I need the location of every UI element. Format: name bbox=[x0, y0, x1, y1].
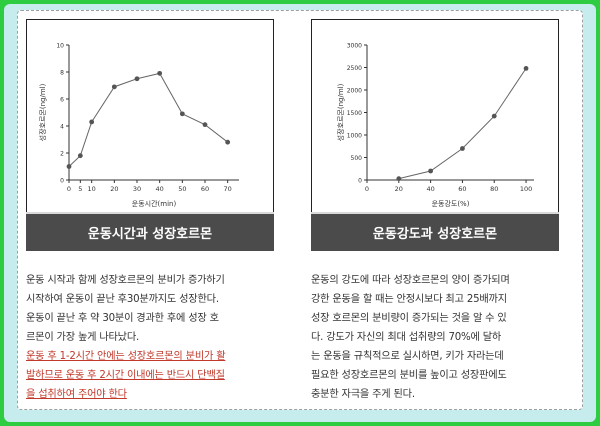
x-axis-label: 운동강도(%) bbox=[432, 199, 470, 208]
x-tick-label: 60 bbox=[201, 185, 209, 193]
exercise-time-description: 운동 시작과 함께 성장호르몬의 분비가 증가하기 시작하여 운동이 끝난 후3… bbox=[26, 271, 274, 404]
exercise-intensity-description: 운동의 강도에 따라 성장호르몬의 양이 증가되며 강한 운동을 할 때는 안정… bbox=[311, 271, 559, 404]
desc-line: 다. 강도가 자신의 최대 섭취량의 70%에 달하 bbox=[311, 332, 502, 343]
highlight-line: 운동 후 1-2시간 안에는 성장호르몬의 분비가 활 bbox=[26, 351, 226, 362]
exercise-intensity-title: 운동강도과 성장호르몬 bbox=[311, 212, 559, 251]
y-tick-label: 3000 bbox=[347, 43, 362, 50]
desc-line: 르몬이 가장 높게 나타났다. bbox=[26, 332, 140, 343]
data-point bbox=[66, 164, 72, 169]
y-tick-label: 500 bbox=[351, 155, 363, 162]
desc-line: 는 운동을 규칙적으로 실시하면, 키가 자라는데 bbox=[311, 351, 504, 362]
data-point bbox=[179, 111, 185, 117]
y-tick-label: 2 bbox=[60, 151, 64, 158]
data-point bbox=[77, 153, 83, 159]
x-tick-label: 50 bbox=[178, 185, 186, 193]
data-point bbox=[111, 84, 117, 90]
data-point bbox=[202, 122, 208, 128]
x-tick-label: 20 bbox=[110, 185, 118, 193]
y-tick-label: 2000 bbox=[347, 88, 362, 95]
exercise-intensity-chart-frame: 0 500 1000 1500 2000 2500 3000 0 20 40 60 80 100 운동강도… bbox=[311, 19, 559, 212]
x-tick-label: 0 bbox=[67, 185, 71, 193]
x-tick-label: 70 bbox=[224, 185, 232, 193]
y-tick-label: 0 bbox=[358, 178, 362, 185]
desc-line: 필요한 성장호르몬의 분비를 높이고 성장판에도 bbox=[311, 370, 507, 381]
y-axis-label: 성장호르몬(ng/ml) bbox=[38, 83, 47, 141]
highlight-line: 발하므로 운동 후 2시간 이내에는 반드시 단백질 bbox=[26, 370, 225, 381]
data-point bbox=[428, 168, 434, 174]
y-tick-label: 0 bbox=[60, 178, 64, 185]
exercise-intensity-panel: 0 500 1000 1500 2000 2500 3000 0 20 40 60 80 100 운동강도… bbox=[311, 19, 559, 404]
y-tick-label: 1500 bbox=[347, 110, 362, 117]
desc-line: 운동의 강도에 따라 성장호르몬의 양이 증가되며 bbox=[311, 275, 510, 286]
desc-line: 운동 시작과 함께 성장호르몬의 분비가 증가하기 bbox=[26, 275, 225, 286]
x-tick-label: 0 bbox=[365, 185, 369, 193]
y-tick-label: 6 bbox=[60, 97, 64, 104]
data-point bbox=[89, 119, 95, 125]
x-axis-label: 운동시간(min) bbox=[132, 199, 177, 208]
desc-line: 성장 호르몬의 분비량이 증가되는 것을 알 수 있 bbox=[311, 313, 507, 324]
x-tick-label: 80 bbox=[490, 185, 498, 193]
exercise-time-chart-frame: 0 2 4 6 8 10 0 5 10 20 30 40 50 60 70 운동시간(min) 성장호르몬(ng… bbox=[26, 19, 274, 212]
desc-line: 충분한 자극을 주게 된다. bbox=[311, 389, 415, 400]
highlight-line: 을 섭취하여 주어야 한다 bbox=[26, 389, 127, 400]
desc-line: 운동이 끝난 후 약 30분이 경과한 후에 성장 호 bbox=[26, 313, 219, 324]
y-tick-label: 2500 bbox=[347, 65, 362, 72]
exercise-intensity-chart: 0 500 1000 1500 2000 2500 3000 0 20 40 60 80 100 운동강도… bbox=[336, 43, 534, 208]
x-tick-label: 60 bbox=[458, 185, 466, 193]
x-tick-label: 40 bbox=[156, 185, 164, 193]
desc-line: 강한 운동을 할 때는 안정시보다 최고 25배까지 bbox=[311, 294, 507, 305]
exercise-time-title: 운동시간과 성장호르몬 bbox=[26, 212, 274, 251]
y-axis-label: 성장호르몬(ng/ml) bbox=[336, 83, 345, 141]
y-tick-label: 8 bbox=[60, 70, 64, 77]
data-point bbox=[491, 113, 497, 119]
x-tick-label: 20 bbox=[395, 185, 403, 193]
desc-line: 시작하여 운동이 끝난 후30분까지도 성장한다. bbox=[26, 294, 219, 305]
y-tick-label: 4 bbox=[60, 124, 64, 131]
y-tick-label: 10 bbox=[56, 43, 64, 50]
series-line bbox=[398, 68, 527, 180]
data-point bbox=[225, 139, 231, 145]
y-tick-label: 1000 bbox=[347, 133, 362, 140]
x-tick-label: 100 bbox=[520, 185, 532, 193]
x-tick-label: 10 bbox=[88, 185, 96, 193]
data-point bbox=[460, 146, 465, 151]
x-tick-label: 5 bbox=[78, 185, 82, 193]
data-point bbox=[523, 66, 529, 71]
data-point bbox=[134, 76, 140, 82]
x-tick-label: 30 bbox=[133, 185, 141, 193]
data-point bbox=[157, 70, 163, 76]
exercise-time-panel: 0 2 4 6 8 10 0 5 10 20 30 40 50 60 70 운동시간(min) 성장호르몬(ng… bbox=[26, 19, 274, 404]
data-point bbox=[396, 176, 402, 182]
x-tick-label: 40 bbox=[426, 185, 434, 193]
